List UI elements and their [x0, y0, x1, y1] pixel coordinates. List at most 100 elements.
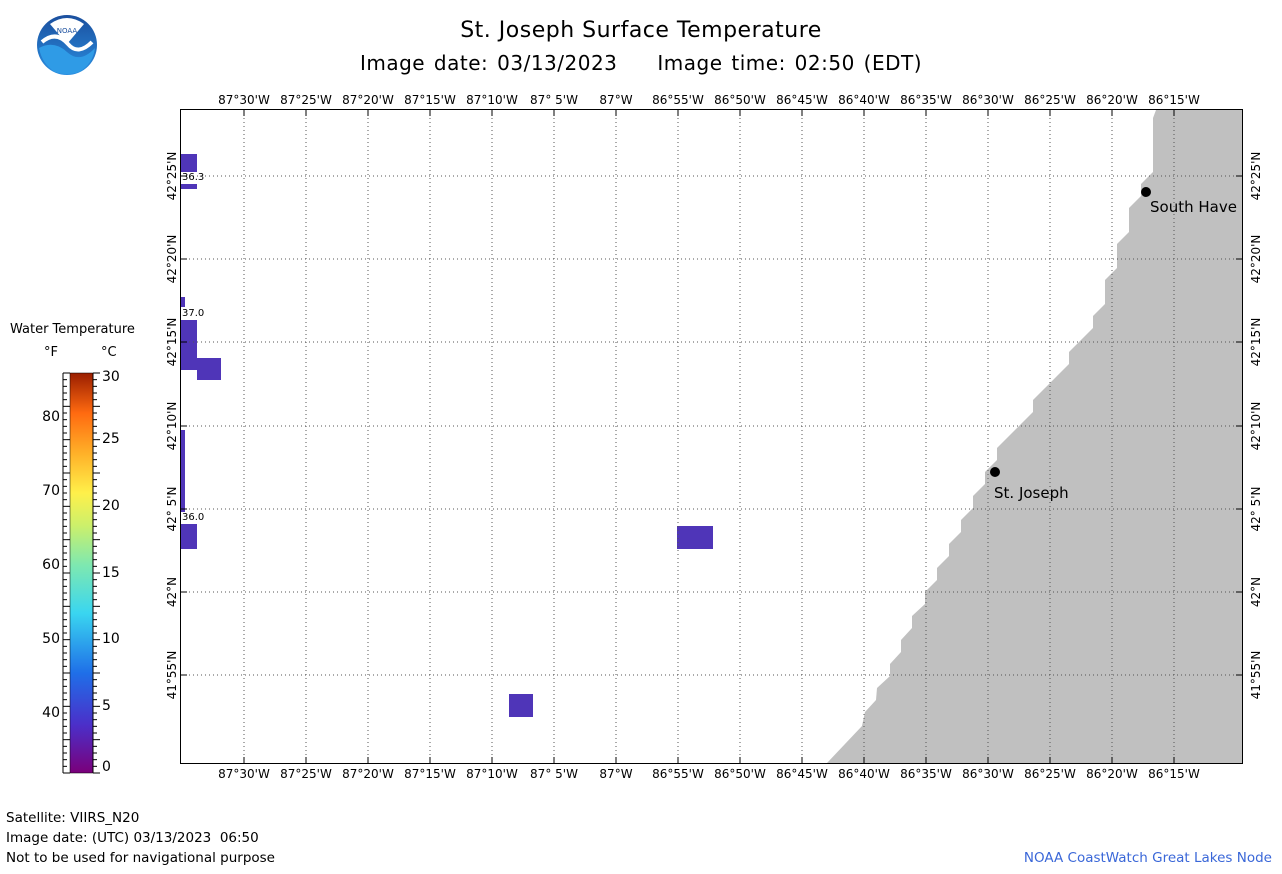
fahrenheit-tick-label: 50: [42, 631, 60, 647]
longitude-label: 87°20'W: [342, 93, 394, 107]
map-subtitle: Image date: 03/13/2023 Image time: 02:50 …: [0, 51, 1282, 75]
svg-text:NOAA: NOAA: [57, 27, 78, 35]
water-pixel: [181, 184, 197, 189]
water-pixel: [509, 694, 533, 717]
land-area: [827, 110, 1242, 763]
water-pixel: [181, 524, 197, 549]
celsius-tick-label: 10: [102, 631, 120, 647]
latitude-labels-right: 42°25'N 42°20'N 42°15'N 42°10'N 42° 5'N 42°N 4…: [1249, 152, 1263, 700]
water-pixel: [181, 320, 197, 370]
latitude-label: 42°15'N: [1249, 318, 1263, 367]
latitude-label: 42°25'N: [165, 152, 179, 201]
longitude-labels-bottom: 87°30'W 87°25'W 87°20'W 87°15'W 87°10'W 87° 5…: [218, 767, 1200, 781]
longitude-label: 87°25'W: [280, 767, 332, 781]
longitude-label: 86°20'W: [1086, 93, 1138, 107]
longitude-label: 86°25'W: [1024, 767, 1076, 781]
longitude-label: 86°45'W: [776, 93, 828, 107]
celsius-tick-label: 30: [102, 369, 120, 385]
legend-unit-f: °F: [44, 345, 58, 360]
longitude-label: 87°10'W: [466, 767, 518, 781]
longitude-label: 87°20'W: [342, 767, 394, 781]
longitude-label: 86°30'W: [962, 93, 1014, 107]
longitude-label: 86°40'W: [838, 767, 890, 781]
longitude-labels-top: 87°30'W 87°25'W 87°20'W 87°15'W 87°10'W 87° 5…: [218, 93, 1200, 107]
longitude-label: 86°40'W: [838, 93, 890, 107]
temp-label: 37.0: [182, 308, 204, 319]
noaa-logo: NOAA: [37, 15, 97, 75]
celsius-tick-label: 25: [102, 431, 120, 447]
water-pixel: [181, 297, 185, 307]
latitude-label: 42°N: [165, 577, 179, 607]
celsius-tick-label: 20: [102, 498, 120, 514]
water-pixels: [181, 154, 713, 717]
longitude-label: 87°30'W: [218, 93, 270, 107]
longitude-label: 86°55'W: [652, 767, 704, 781]
image-date: Image date: 03/13/2023: [359, 51, 618, 75]
longitude-label: 87°25'W: [280, 93, 332, 107]
longitude-label: 87°W: [599, 93, 632, 107]
longitude-label: 87°15'W: [404, 767, 456, 781]
latitude-label: 42°N: [1249, 577, 1263, 607]
legend-unit-c: °C: [101, 345, 117, 360]
celsius-tick-label: 5: [102, 698, 111, 714]
water-pixel: [197, 358, 221, 380]
water-pixel: [677, 526, 713, 549]
latitude-label: 42°10'N: [1249, 402, 1263, 451]
latitude-label: 42° 5'N: [1249, 487, 1263, 532]
color-scale: [62, 372, 100, 774]
water-pixel: [181, 154, 197, 172]
longitude-label: 86°20'W: [1086, 767, 1138, 781]
credit-label: NOAA CoastWatch Great Lakes Node: [1023, 850, 1272, 866]
longitude-label: 86°50'W: [714, 767, 766, 781]
longitude-label: 86°25'W: [1024, 93, 1076, 107]
latitude-label: 42°25'N: [1249, 152, 1263, 201]
temp-label: 36.0: [182, 512, 204, 523]
fahrenheit-tick-label: 70: [42, 483, 60, 499]
longitude-label: 86°15'W: [1148, 767, 1200, 781]
latitude-label: 41°55'N: [1249, 651, 1263, 700]
longitude-label: 87°10'W: [466, 93, 518, 107]
longitude-label: 86°55'W: [652, 93, 704, 107]
image-time: Image time: 02:50 (EDT): [657, 51, 923, 75]
color-bar: [69, 372, 94, 774]
longitude-label: 87° 5'W: [530, 767, 578, 781]
longitude-label: 86°15'W: [1148, 93, 1200, 107]
celsius-tick-label: 15: [102, 565, 120, 581]
city-marker-south-haven: [1141, 187, 1151, 197]
grid-lines: [181, 110, 1242, 763]
celsius-tick-label: 0: [102, 759, 111, 775]
disclaimer: Not to be used for navigational purpose: [6, 850, 275, 866]
fahrenheit-tick-label: 40: [42, 705, 60, 721]
latitude-label: 42°20'N: [1249, 235, 1263, 284]
longitude-label: 86°45'W: [776, 767, 828, 781]
longitude-label: 87°W: [599, 767, 632, 781]
longitude-label: 86°35'W: [900, 93, 952, 107]
longitude-label: 86°35'W: [900, 767, 952, 781]
latitude-labels-left: 42°25'N 42°20'N 42°15'N 42°10'N 42° 5'N 42°N 4…: [165, 152, 179, 700]
map-title: St. Joseph Surface Temperature: [460, 18, 822, 43]
longitude-label: 87°15'W: [404, 93, 456, 107]
latitude-label: 41°55'N: [165, 651, 179, 700]
longitude-label: 87° 5'W: [530, 93, 578, 107]
latitude-label: 42°15'N: [165, 318, 179, 367]
latitude-label: 42°10'N: [165, 402, 179, 451]
temp-label: 36.3: [182, 172, 204, 183]
city-label-st-joseph: St. Joseph: [994, 484, 1069, 502]
city-marker-st-joseph: [990, 467, 1000, 477]
longitude-label: 86°50'W: [714, 93, 766, 107]
map-frame: [180, 109, 1243, 764]
longitude-label: 86°30'W: [962, 767, 1014, 781]
water-pixel: [181, 430, 185, 512]
satellite-label: Satellite: VIIRS_N20: [6, 810, 140, 826]
color-bar-ticks: [62, 372, 100, 774]
fahrenheit-tick-label: 60: [42, 557, 60, 573]
latitude-label: 42° 5'N: [165, 487, 179, 532]
utc-date-label: Image date: (UTC) 03/13/2023 06:50: [6, 830, 259, 846]
latitude-label: 42°20'N: [165, 235, 179, 284]
axis-ticks: [181, 110, 1242, 763]
fahrenheit-tick-label: 80: [42, 409, 60, 425]
longitude-label: 87°30'W: [218, 767, 270, 781]
legend-title: Water Temperature: [10, 322, 135, 337]
city-label-south-haven: South Have: [1150, 198, 1237, 216]
